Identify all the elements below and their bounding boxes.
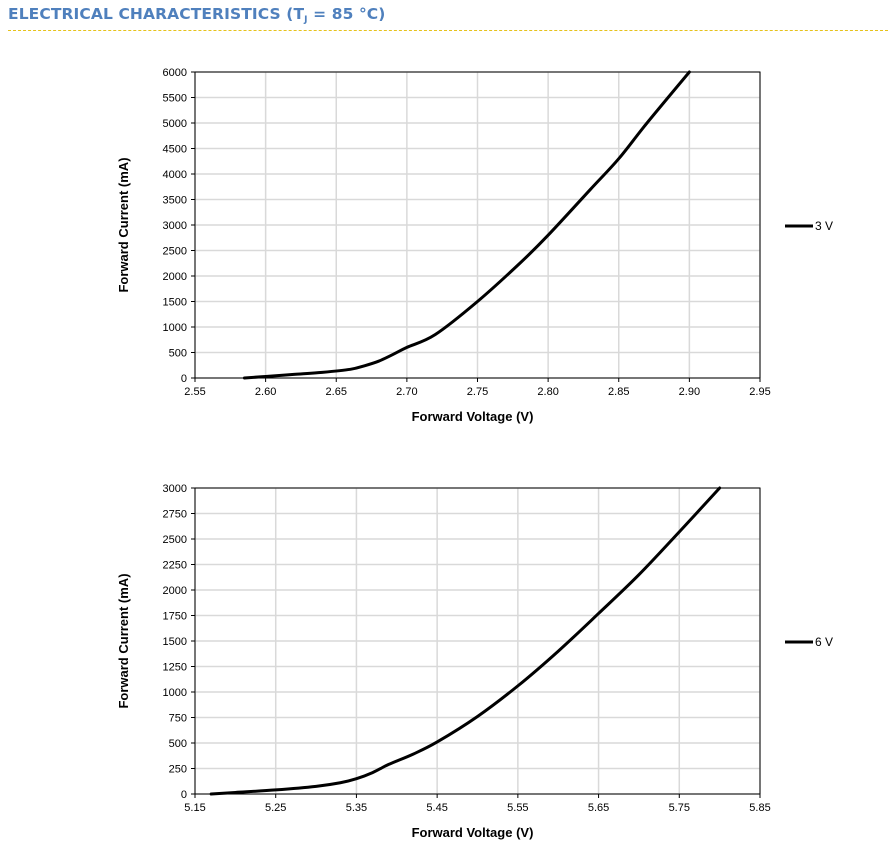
y-tick-label: 500 (169, 348, 187, 360)
page-title: ELECTRICAL CHARACTERISTICS (TJ = 85 °C) (8, 5, 385, 25)
y-tick-label: 6000 (163, 67, 187, 79)
y-tick-label: 4500 (163, 144, 187, 156)
x-tick-label: 5.45 (426, 802, 447, 814)
page-title-subscript: J (304, 15, 308, 25)
x-tick-label: 2.80 (537, 386, 558, 398)
x-tick-label: 2.90 (679, 386, 700, 398)
y-tick-label: 750 (169, 713, 187, 725)
x-tick-label: 2.85 (608, 386, 629, 398)
y-tick-label: 1000 (163, 687, 187, 699)
y-tick-label: 3000 (163, 220, 187, 232)
x-tick-label: 2.60 (255, 386, 276, 398)
y-tick-label: 2000 (163, 271, 187, 283)
title-divider (8, 30, 888, 31)
x-tick-label: 5.55 (507, 802, 528, 814)
y-tick-label: 3500 (163, 195, 187, 207)
legend: 3 V (785, 219, 833, 233)
y-tick-label: 5500 (163, 93, 187, 105)
x-axis-label: Forward Voltage (V) (412, 825, 534, 840)
x-tick-label: 5.15 (184, 802, 205, 814)
y-tick-label: 2750 (163, 509, 187, 521)
y-tick-label: 2500 (163, 246, 187, 258)
x-tick-label: 5.35 (346, 802, 367, 814)
gridlines (194, 71, 761, 379)
x-tick-label: 2.70 (396, 386, 417, 398)
y-tick-label: 500 (169, 738, 187, 750)
legend-label: 3 V (815, 219, 833, 233)
legend: 6 V (785, 635, 833, 649)
x-axis-label: Forward Voltage (V) (412, 409, 534, 424)
series-line-3-v (242, 70, 691, 380)
y-tick-label: 1500 (163, 636, 187, 648)
y-tick-label: 2250 (163, 560, 187, 572)
x-tick-label: 2.55 (184, 386, 205, 398)
x-tick-label: 2.95 (749, 386, 770, 398)
legend-label: 6 V (815, 635, 833, 649)
gridlines (194, 487, 761, 795)
y-tick-label: 0 (181, 789, 187, 801)
page-title-end: = 85 °C) (307, 5, 386, 23)
y-tick-label: 0 (181, 373, 187, 385)
y-tick-label: 1000 (163, 322, 187, 334)
x-tick-label: 2.65 (326, 386, 347, 398)
y-tick-label: 1250 (163, 662, 187, 674)
y-axis-label: Forward Current (mA) (116, 573, 131, 708)
y-tick-label: 1500 (163, 297, 187, 309)
y-tick-label: 2500 (163, 534, 187, 546)
chart-bottom: 5.15 5.25 5.35 5.45 5.55 5.65 5.75 5.85 0 250 500 7… (116, 483, 833, 840)
x-tick-label: 5.65 (588, 802, 609, 814)
y-tick-label: 2000 (163, 585, 187, 597)
chart-top: 2.55 2.60 2.65 2.70 2.75 2.80 2.85 2.90 2.95 0 500… (116, 67, 833, 424)
x-tick-label: 2.75 (467, 386, 488, 398)
y-axis-label: Forward Current (mA) (116, 157, 131, 292)
y-tick-label: 3000 (163, 483, 187, 495)
y-tick-label: 250 (169, 764, 187, 776)
y-tick-label: 5000 (163, 118, 187, 130)
x-tick-label: 5.75 (669, 802, 690, 814)
y-tick-label: 4000 (163, 169, 187, 181)
series-line-6-v (209, 486, 722, 796)
x-tick-label: 5.85 (749, 802, 770, 814)
x-tick-label: 5.25 (265, 802, 286, 814)
page-title-main: ELECTRICAL CHARACTERISTICS (T (8, 5, 305, 23)
y-tick-label: 1750 (163, 611, 187, 623)
